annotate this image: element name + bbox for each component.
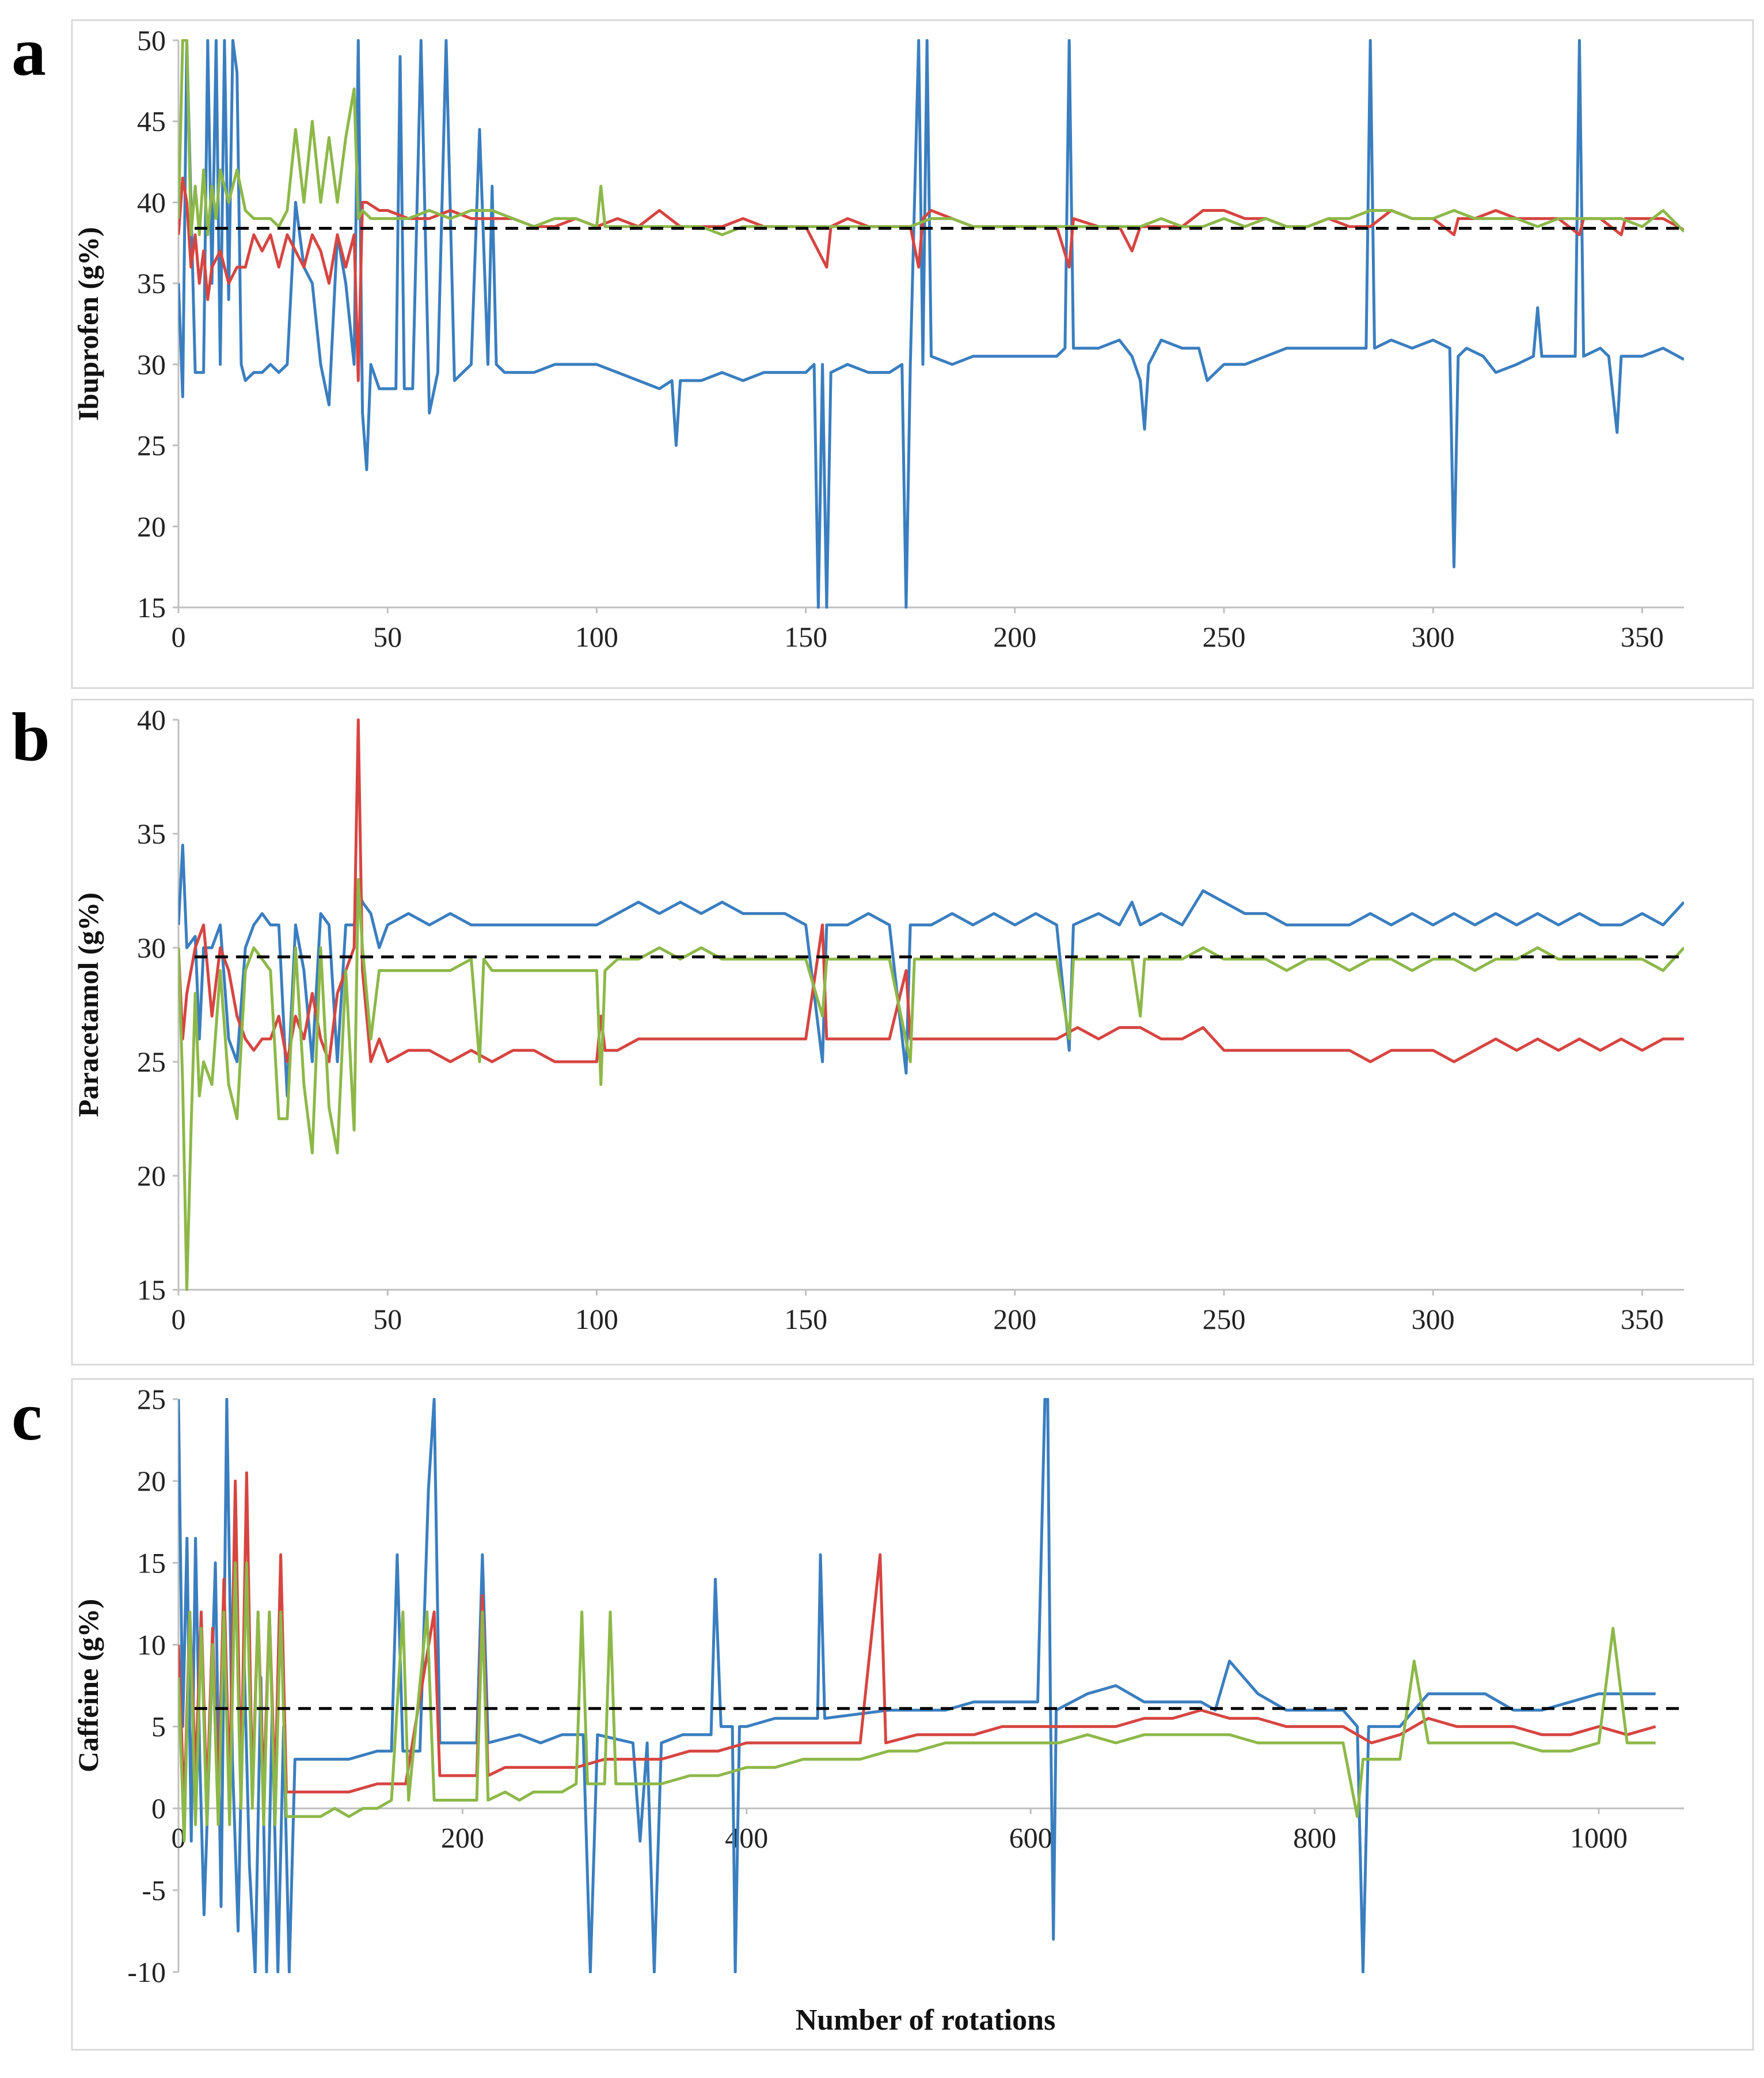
y-tick-label: -10 (127, 1956, 166, 1988)
x-tick-label: 100 (575, 1303, 618, 1335)
x-tick-label: 150 (784, 1303, 827, 1335)
y-tick-label: 30 (137, 348, 166, 381)
y-tick-label: 25 (137, 1383, 166, 1415)
y-axis-title: Ibuprofen (g%) (72, 227, 104, 421)
x-tick-label: 1000 (1570, 1822, 1628, 1854)
chart-frame (71, 1378, 1754, 2051)
series-group (178, 719, 1684, 1291)
panel-letter: a (12, 13, 46, 90)
y-tick-label: 0 (151, 1792, 166, 1825)
x-axis-title: Number of rotations (796, 2004, 1056, 2037)
y-tick-label: 20 (137, 1465, 166, 1497)
series-line-blue (178, 39, 1684, 609)
y-tick-label: 15 (137, 591, 166, 624)
y-tick-label: 30 (137, 932, 166, 964)
panel-letter: b (12, 698, 50, 775)
series-line-green (178, 39, 1684, 237)
y-axis-title: Paracetamol (g%) (72, 892, 104, 1117)
chart-frame (71, 19, 1754, 689)
x-tick-label: 250 (1202, 1303, 1245, 1335)
series-line-green (178, 1561, 1656, 1843)
x-tick-label: 250 (1202, 621, 1245, 653)
x-tick-label: 800 (1293, 1822, 1336, 1854)
y-tick-label: 25 (137, 430, 166, 462)
y-tick-label: 40 (137, 186, 166, 218)
x-tick-label: 350 (1621, 621, 1664, 653)
x-tick-label: 300 (1412, 1303, 1455, 1335)
panel-letter: c (12, 1378, 42, 1454)
y-tick-label: 45 (137, 105, 166, 138)
x-tick-label: 0 (172, 621, 186, 653)
x-tick-label: 50 (373, 1303, 402, 1335)
x-tick-label: 100 (575, 621, 618, 653)
x-tick-label: 350 (1621, 1303, 1664, 1335)
y-tick-label: -5 (142, 1874, 166, 1906)
x-tick-label: 200 (441, 1822, 484, 1854)
x-tick-label: 600 (1009, 1822, 1052, 1854)
y-axis-title: Caffeine (g%) (72, 1599, 104, 1772)
series-group (178, 39, 1684, 609)
x-tick-label: 150 (784, 621, 827, 653)
y-tick-label: 25 (137, 1046, 166, 1078)
x-tick-label: 300 (1412, 621, 1455, 653)
series-line-green (178, 877, 1684, 1291)
y-tick-label: 20 (137, 510, 166, 542)
y-tick-label: 20 (137, 1160, 166, 1192)
series-line-red (178, 1471, 1656, 1810)
x-tick-label: 0 (172, 1303, 186, 1335)
chart-panel-b: 15 20 25 30 35 40 0 50 100 150 200 250 300 350 Paracet… (12, 698, 1754, 1366)
x-tick-label: 400 (725, 1822, 768, 1854)
x-tick-label: 200 (993, 1303, 1036, 1335)
y-tick-label: 10 (137, 1628, 166, 1661)
x-tick-label: 50 (373, 621, 402, 653)
y-tick-label: 35 (137, 818, 166, 850)
chart-panel-a: 15 20 25 30 35 40 45 50 0 50 100 150 200 250 300 350 Ibu… (12, 13, 1754, 689)
y-tick-label: 35 (137, 267, 166, 299)
series-group (178, 1398, 1656, 1973)
y-tick-label: 15 (137, 1274, 166, 1306)
y-tick-label: 5 (151, 1711, 166, 1743)
y-tick-label: 40 (137, 704, 166, 736)
y-tick-label: 15 (137, 1547, 166, 1579)
y-tick-label: 50 (137, 24, 166, 56)
x-tick-label: 200 (993, 621, 1036, 653)
